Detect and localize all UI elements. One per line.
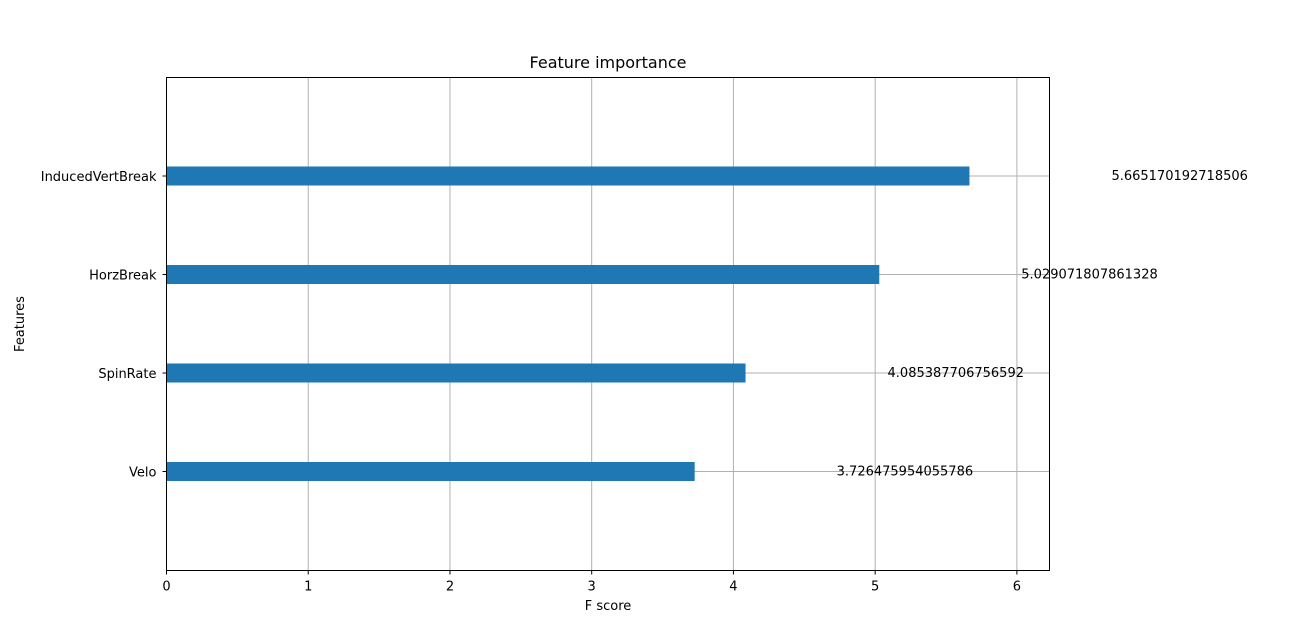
y-tick-label: SpinRate [98,367,156,382]
y-tick-label: Velo [129,466,156,481]
y-tick-label: HorzBreak [89,269,157,284]
x-tick-label: 5 [871,580,879,595]
x-tick-label: 3 [588,580,596,595]
bar-value-label: 4.085387706756592 [888,366,1024,381]
tick-layer: 0 1 2 3 4 5 6 Velo SpinRate HorzBreak InducedVertB… [41,170,1021,595]
x-tick-label: 4 [729,580,737,595]
bar-spinrate [166,363,746,383]
x-tick-label: 6 [1013,580,1021,595]
y-tick-label: InducedVertBreak [41,170,157,185]
x-tick-label: 0 [162,580,170,595]
bar-layer [166,166,970,481]
bar-inducedvertbreak [166,166,970,186]
bar-value-label: 3.726475954055786 [837,465,973,480]
x-tick-label: 2 [446,580,454,595]
bar-velo [166,462,695,481]
y-axis-label: Features [13,296,28,352]
grid-layer [166,77,1050,571]
plot-frame [166,77,1050,571]
value-label-layer: 3.726475954055786 4.085387706756592 5.0290… [837,169,1248,480]
x-axis-label: F score [585,599,632,614]
x-tick-label: 1 [304,580,312,595]
bar-horzbreak [166,265,880,284]
chart-title: Feature importance [530,53,687,72]
bar-value-label: 5.665170192718506 [1111,169,1247,184]
bar-value-label: 5.029071807861328 [1021,268,1157,283]
